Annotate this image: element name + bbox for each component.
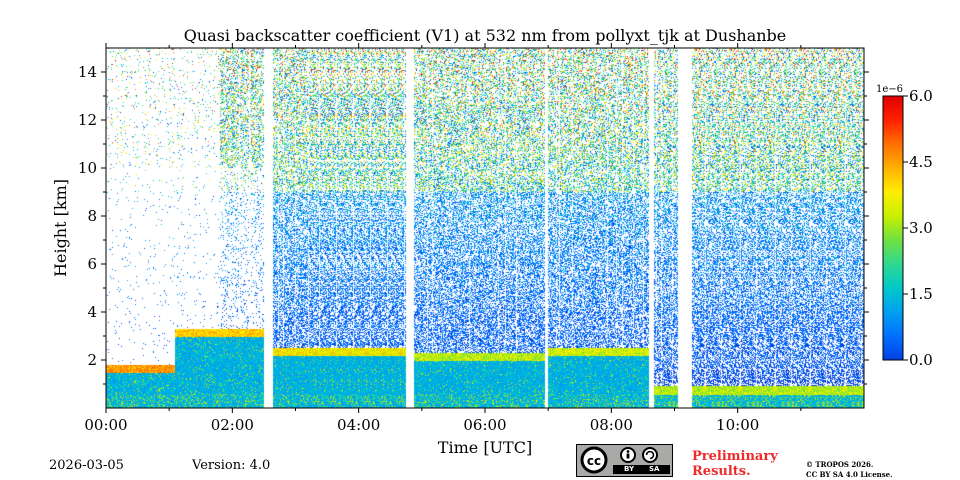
colorbar: 0.0 1.5 3.0 4.5 6.0 1e−6: [876, 84, 933, 369]
preliminary-notice: Preliminary Results.: [692, 449, 778, 479]
cc-sa-label: SA: [649, 465, 660, 473]
preliminary-line-1: Preliminary: [692, 449, 778, 464]
copyright-line-2: CC BY SA 4.0 License.: [806, 470, 893, 479]
chart-title: Quasi backscatter coefficient (V1) at 53…: [184, 26, 787, 45]
cc-by-label: BY: [624, 465, 635, 473]
copyright-line-1: © TROPOS 2026.: [806, 460, 874, 469]
y-tick-label: 6: [87, 255, 97, 273]
cc-icon: [580, 446, 608, 474]
colorbar-scale-label: 1e−6: [876, 84, 903, 95]
x-axis-label: Time [UTC]: [438, 438, 532, 457]
x-tick-label: 00:00: [84, 416, 127, 434]
backscatter-heatmap: [106, 48, 864, 408]
colorbar-tick-label: 3.0: [909, 219, 933, 237]
y-tick-label: 2: [87, 351, 97, 369]
x-tick-label: 06:00: [463, 416, 506, 434]
x-tick-label: 08:00: [590, 416, 633, 434]
colorbar-tick-label: 4.5: [909, 153, 933, 171]
y-tick-label: 10: [78, 159, 97, 177]
y-tick-label: 14: [78, 63, 97, 81]
y-tick-label: 8: [87, 207, 97, 225]
copyright-notice: © TROPOS 2026. CC BY SA 4.0 License.: [806, 460, 893, 480]
measurement-date: 2026-03-05: [49, 458, 124, 473]
colorbar-tick-label: 6.0: [909, 87, 933, 105]
colorbar-tick-label: 1.5: [909, 285, 933, 303]
colorbar-bar: [882, 95, 904, 361]
x-tick-label: 04:00: [337, 416, 380, 434]
y-axis-label: Height [km]: [51, 179, 70, 277]
heatmap-image: [106, 48, 864, 408]
colorbar-tick-label: 0.0: [909, 351, 933, 369]
version-label: Version: 4.0: [192, 458, 271, 473]
y-tick-label: 12: [78, 111, 97, 129]
chart-axes: 00:00 02:00 04:00 06:00 08:00 10:00 2 4 6 8 10 12 14: [78, 43, 869, 434]
share-alike-icon: [642, 447, 658, 463]
y-tick-label: 4: [87, 303, 97, 321]
svg-text:cc: cc: [587, 454, 601, 468]
preliminary-line-2: Results.: [692, 464, 751, 479]
x-tick-label: 10:00: [716, 416, 759, 434]
x-tick-label: 02:00: [211, 416, 254, 434]
cc-license-badge: cc BY SA: [576, 444, 673, 477]
